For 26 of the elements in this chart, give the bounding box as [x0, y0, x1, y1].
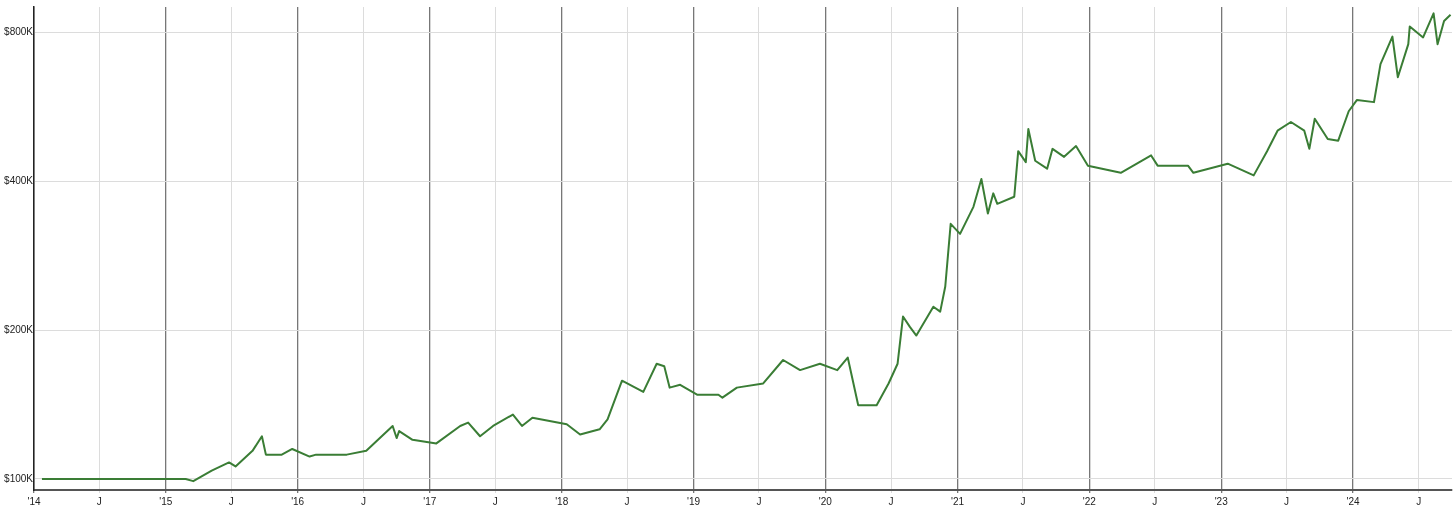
x-tick-label: J: [1152, 495, 1158, 507]
x-tick-label: '14: [27, 495, 41, 507]
x-tick-label: '18: [555, 495, 569, 507]
x-tick-label: J: [1284, 495, 1290, 507]
x-tick-label: J: [360, 495, 366, 507]
x-tick-label: J: [756, 495, 762, 507]
x-tick-label: '20: [818, 495, 833, 507]
x-tick-label: J: [1416, 495, 1422, 507]
x-tick-label: '24: [1346, 495, 1360, 507]
x-tick-label: '19: [686, 495, 701, 507]
x-tick-label: '15: [159, 495, 173, 507]
x-tick-label: J: [228, 495, 234, 507]
y-tick-label: $400K: [4, 174, 34, 186]
y-tick-label: $200K: [4, 323, 34, 335]
x-tick-label: '17: [423, 495, 437, 507]
x-tick-label: '16: [291, 495, 305, 507]
x-tick-label: '22: [1082, 495, 1097, 507]
y-tick-label: $100K: [4, 472, 34, 484]
x-tick-label: J: [1020, 495, 1026, 507]
x-tick-label: J: [624, 495, 630, 507]
x-tick-label: J: [888, 495, 894, 507]
x-tick-label: J: [96, 495, 102, 507]
y-tick-label: $800K: [4, 26, 34, 38]
x-tick-label: '21: [951, 495, 965, 507]
x-tick-label: J: [492, 495, 498, 507]
x-tick-label: '23: [1214, 495, 1229, 507]
